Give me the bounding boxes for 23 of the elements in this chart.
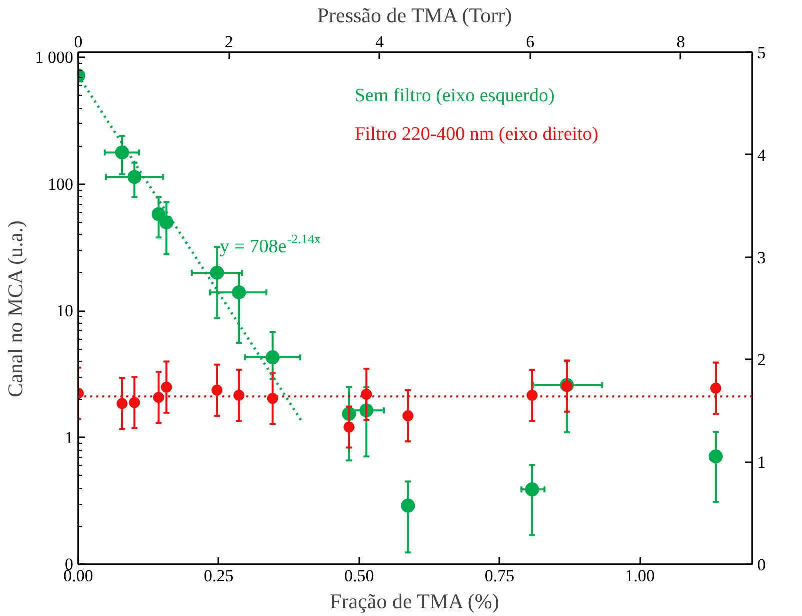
y-tick-label: 10 [56, 302, 74, 321]
y2-tick-label: 5 [758, 44, 766, 62]
x2-tick-label: 4 [375, 32, 384, 52]
y2-tick-label: 4 [758, 146, 766, 165]
y2-tick-label: 1 [758, 453, 766, 472]
x-tick-label: 0.25 [204, 566, 234, 586]
y-axis-title: Canal no MCA (u.a.) [3, 220, 28, 398]
y2-tick-label: 3 [758, 248, 766, 268]
x2-axis-title: Pressão de TMA (Torr) [317, 4, 512, 28]
x2-tick-label: 2 [224, 32, 234, 52]
x-tick-label: 0.50 [344, 566, 374, 586]
x-axis-title: Fração de TMA (%) [330, 590, 500, 614]
y-tick-label: 1 [65, 428, 74, 448]
y2-tick-label: 0 [758, 556, 766, 574]
y2-tick-label: 2 [758, 350, 766, 370]
x-tick-label: 0.75 [484, 566, 515, 586]
y-tick-label: 100 [48, 174, 74, 194]
text: Filtro 220-400 nm (eixo direito) [354, 124, 599, 145]
y-tick-label: 1 000 [35, 48, 74, 68]
x2-tick-label: 8 [676, 32, 686, 52]
x2-tick-label: 6 [526, 32, 535, 52]
text: Sem filtro (eixo esquerdo) [354, 86, 555, 107]
x-tick-label: 1.00 [625, 566, 656, 586]
